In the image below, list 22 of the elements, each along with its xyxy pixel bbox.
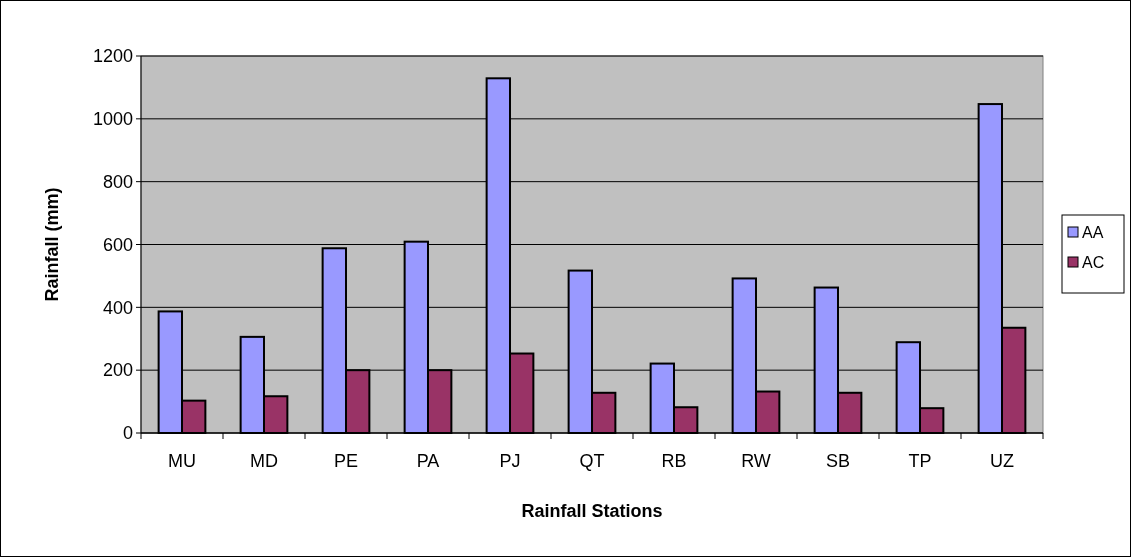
legend-label: AC [1082, 253, 1105, 271]
x-axis-title: Rainfall Stations [521, 501, 663, 521]
x-tick-label: RW [741, 451, 771, 471]
y-tick-label: 0 [122, 423, 133, 444]
x-tick-label: SB [825, 451, 851, 471]
x-tick-label: TP [908, 451, 932, 471]
y-tick-label: 1000 [92, 109, 133, 130]
y-tick-label: 200 [102, 360, 133, 381]
x-tick-label: MD [250, 451, 278, 471]
x-tick-label: RB [661, 451, 687, 471]
y-tick-label: 800 [102, 171, 133, 192]
y-axis-title: Rainfall (mm) [42, 187, 62, 302]
x-tick-label: PA [416, 451, 440, 471]
x-tick-label: PJ [499, 451, 521, 471]
x-tick-label: QT [579, 451, 605, 471]
x-tick-label: MU [168, 451, 196, 471]
y-tick-label: 600 [102, 234, 133, 255]
x-tick-label: PE [333, 451, 359, 471]
y-tick-label: 1200 [92, 46, 133, 67]
y-tick-label: 400 [102, 297, 133, 318]
legend-label: AA [1082, 223, 1104, 241]
x-tick-label: UZ [990, 451, 1014, 471]
